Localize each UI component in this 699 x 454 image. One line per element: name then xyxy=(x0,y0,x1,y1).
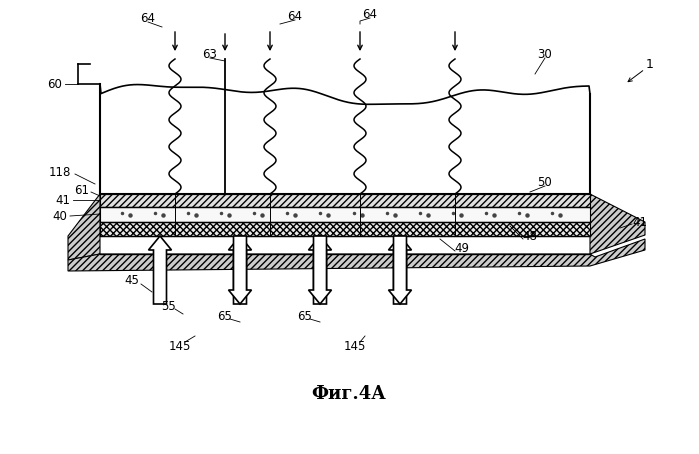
Text: 64: 64 xyxy=(287,10,303,23)
Text: 118: 118 xyxy=(49,166,71,178)
Text: 45: 45 xyxy=(124,275,139,287)
Bar xyxy=(100,222,590,236)
Polygon shape xyxy=(68,194,100,260)
Text: 40: 40 xyxy=(52,209,67,222)
Polygon shape xyxy=(229,236,252,304)
Text: 64: 64 xyxy=(140,11,155,25)
Polygon shape xyxy=(308,236,331,304)
Polygon shape xyxy=(389,236,412,304)
Text: 65: 65 xyxy=(298,310,312,322)
Text: 41: 41 xyxy=(55,193,71,207)
Text: 30: 30 xyxy=(538,48,552,60)
Text: 64: 64 xyxy=(363,8,377,20)
Text: 65: 65 xyxy=(217,310,233,322)
Text: 145: 145 xyxy=(169,340,192,352)
Polygon shape xyxy=(308,236,331,304)
Text: 48: 48 xyxy=(523,230,538,242)
Bar xyxy=(100,194,590,207)
Bar xyxy=(100,207,590,222)
Text: Фиг.4А: Фиг.4А xyxy=(312,385,387,403)
Text: 61: 61 xyxy=(75,184,89,197)
Polygon shape xyxy=(148,236,171,304)
Text: 1: 1 xyxy=(646,58,654,70)
Text: 50: 50 xyxy=(538,176,552,188)
Polygon shape xyxy=(229,236,252,304)
Text: 63: 63 xyxy=(203,48,217,60)
Polygon shape xyxy=(389,236,412,304)
Text: 60: 60 xyxy=(48,78,62,90)
Text: 55: 55 xyxy=(161,300,175,312)
Polygon shape xyxy=(68,239,645,271)
Text: 41: 41 xyxy=(633,216,647,228)
Text: 49: 49 xyxy=(454,242,470,255)
Polygon shape xyxy=(590,194,645,254)
Text: 145: 145 xyxy=(344,340,366,352)
